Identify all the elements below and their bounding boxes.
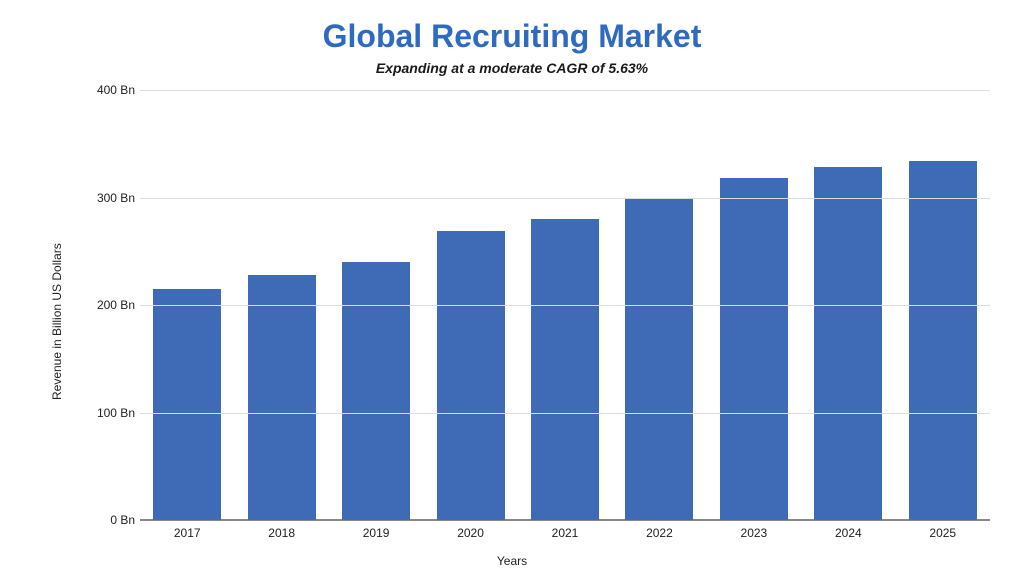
bar [342,262,410,520]
chart-title: Global Recruiting Market [0,18,1024,55]
bar [531,219,599,520]
x-tick-label: 2024 [835,526,862,540]
bar [720,178,788,520]
grid-line [140,90,990,91]
bar [909,161,977,520]
y-tick-label: 300 Bn [75,191,135,205]
bar [625,199,693,520]
x-tick-label: 2023 [741,526,768,540]
y-axis-label: Revenue in Billion US Dollars [50,243,64,400]
chart-subtitle: Expanding at a moderate CAGR of 5.63% [0,60,1024,76]
y-tick-label: 0 Bn [75,513,135,527]
x-tick-label: 2022 [646,526,673,540]
y-tick-label: 400 Bn [75,83,135,97]
y-tick-label: 100 Bn [75,406,135,420]
x-tick-label: 2018 [268,526,295,540]
grid-line [140,520,990,521]
chart-container: Global Recruiting Market Expanding at a … [0,0,1024,576]
plot-area: 0 Bn100 Bn200 Bn300 Bn400 Bn201720182019… [140,90,990,520]
grid-line [140,198,990,199]
bar [437,231,505,520]
x-tick-label: 2021 [552,526,579,540]
bar [814,167,882,520]
y-tick-label: 200 Bn [75,298,135,312]
x-tick-label: 2020 [457,526,484,540]
x-tick-label: 2019 [363,526,390,540]
bar [153,289,221,520]
grid-line [140,305,990,306]
x-axis-label: Years [0,554,1024,568]
x-tick-label: 2017 [174,526,201,540]
bar [248,275,316,520]
grid-line [140,413,990,414]
x-tick-label: 2025 [929,526,956,540]
